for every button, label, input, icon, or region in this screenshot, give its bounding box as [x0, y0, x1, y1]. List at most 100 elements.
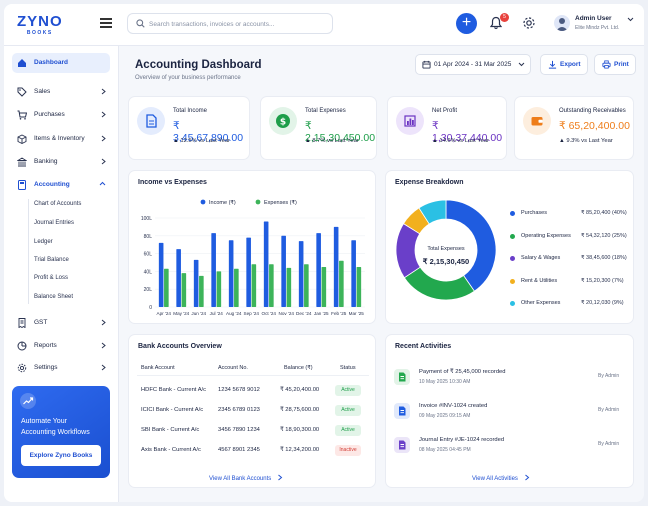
status-badge: Active: [335, 405, 361, 416]
sidebar-item-purchases[interactable]: Purchases: [12, 105, 110, 125]
status-badge: Inactive: [335, 445, 361, 456]
view-all-bank-accounts-link[interactable]: View All Bank Accounts: [209, 474, 283, 482]
submenu-ledger[interactable]: Ledger: [34, 239, 53, 245]
sidebar-item-accounting[interactable]: Accounting: [12, 175, 110, 195]
column-header: Status: [340, 365, 356, 371]
activity-item[interactable]: Invoice #INV-1024 created 09 May 2025 09:…: [386, 401, 635, 431]
expense-bar[interactable]: [181, 273, 187, 307]
search-input[interactable]: [149, 17, 329, 31]
table-row[interactable]: HDFC Bank - Current A/c 1234 5678 9012 ₹ 4…: [129, 384, 377, 402]
submenu-profit-loss[interactable]: Profit & Loss: [34, 275, 69, 281]
export-button[interactable]: Export: [540, 54, 588, 75]
expense-bar[interactable]: [339, 260, 344, 307]
expense-bar[interactable]: [164, 268, 169, 307]
expense-bar[interactable]: [321, 266, 327, 307]
activity-title: Invoice #INV-1024 created: [419, 403, 488, 409]
sidebar-item-reports[interactable]: Reports: [12, 336, 110, 356]
sidebar-item-label: Reports: [34, 342, 57, 349]
income-bar[interactable]: [193, 259, 199, 307]
invoice-icon: [394, 403, 410, 419]
explore-button[interactable]: Explore Zyno Books: [21, 445, 101, 466]
activity-item[interactable]: Payment of ₹ 25,45,000 recorded 10 May 20…: [386, 367, 635, 397]
submenu-trial-balance[interactable]: Trial Balance: [34, 257, 69, 263]
top-bar: ZYNO BOOKS + 5 Admin User Elite Mindz Pv…: [4, 4, 644, 46]
y-tick-label: 0: [149, 305, 152, 311]
add-button[interactable]: +: [456, 13, 477, 34]
legend-swatch: [200, 199, 206, 205]
page-title: Accounting Dashboard: [135, 59, 262, 71]
link-label: View All Activities: [472, 476, 518, 482]
sidebar-item-dashboard[interactable]: Dashboard: [12, 53, 110, 73]
income-bar[interactable]: [263, 221, 269, 307]
promo-title-line1: Automate Your: [21, 418, 67, 425]
expense-bar[interactable]: [286, 267, 292, 307]
table-row[interactable]: Axis Bank - Current A/c 4567 8901 2345 ₹ 1…: [129, 444, 377, 462]
chevron-right-icon: [101, 342, 106, 349]
submenu-balance-sheet[interactable]: Balance Sheet: [34, 294, 74, 300]
expense-bar[interactable]: [304, 264, 309, 307]
legend-name: Other Expenses: [521, 300, 561, 306]
submenu-journal-entries[interactable]: Journal Entries: [34, 220, 75, 226]
print-button[interactable]: Print: [594, 54, 636, 75]
printer-icon: [602, 60, 611, 69]
donut-slice[interactable]: [403, 266, 475, 301]
income-bar[interactable]: [246, 237, 251, 307]
user-menu[interactable]: Admin User Elite Mindz Pvt. Ltd.: [554, 13, 640, 37]
sidebar-item-sales[interactable]: Sales: [12, 82, 110, 102]
column-header: Balance (₹): [284, 365, 313, 371]
income-bar[interactable]: [333, 226, 339, 307]
activity-item[interactable]: Journal Entry #JE-1024 recorded 08 May 20…: [386, 435, 635, 465]
search-box[interactable]: [127, 13, 333, 34]
y-tick-label: 80L: [144, 234, 153, 240]
submenu-chart-of-accounts[interactable]: Chart of Accounts: [34, 201, 82, 207]
date-range-text: 01 Apr 2024 - 31 Mar 2025: [434, 61, 512, 68]
promo-title-line2: Accounting Workflows: [21, 429, 90, 436]
card-title: Bank Accounts Overview: [138, 343, 222, 350]
sidebar-item-label: Items & Inventory: [34, 135, 85, 142]
donut-slice[interactable]: [445, 199, 497, 292]
activity-time: 08 May 2025 04:45 PM: [419, 447, 471, 453]
calculator-icon: [18, 180, 26, 190]
donut-slice[interactable]: [418, 199, 447, 225]
date-range-picker[interactable]: 01 Apr 2024 - 31 Mar 2025: [415, 54, 531, 75]
expense-bar[interactable]: [199, 275, 204, 307]
legend-value: ₹ 85,20,400 (40%): [581, 210, 627, 216]
activity-title: Payment of ₹ 25,45,000 recorded: [419, 369, 506, 375]
income-bar[interactable]: [298, 241, 304, 307]
kpi-value: ₹ 1,30,37,440.00: [432, 120, 503, 144]
sidebar-item-label: Settings: [34, 364, 58, 371]
donut-center-value: ₹ 2,15,30,450: [422, 257, 470, 266]
expense-bar[interactable]: [216, 271, 222, 307]
sidebar-item-banking[interactable]: Banking: [12, 152, 110, 172]
table-row[interactable]: SBI Bank - Current A/c 3456 7890 1234 ₹ 18…: [129, 424, 377, 442]
account-number: 1234 5678 9012: [218, 387, 260, 393]
calendar-icon: [422, 60, 431, 69]
kpi-value: ₹ 2,15,30,450.00: [305, 120, 376, 144]
chart-title: Income vs Expenses: [138, 179, 207, 186]
kpi-change: ▲ 8.7% vs Last Year: [305, 138, 359, 144]
income-bar[interactable]: [228, 240, 234, 307]
expense-bar[interactable]: [356, 266, 362, 307]
expense-bar[interactable]: [269, 264, 274, 307]
logo[interactable]: ZYNO BOOKS: [17, 14, 63, 36]
income-bar[interactable]: [281, 235, 286, 307]
hamburger-menu-icon[interactable]: [100, 18, 112, 28]
income-bar[interactable]: [316, 233, 321, 307]
expense-bar[interactable]: [251, 264, 257, 307]
expense-bar[interactable]: [234, 268, 239, 307]
gear-icon[interactable]: [522, 16, 536, 30]
sidebar-item-settings[interactable]: Settings: [12, 358, 110, 378]
x-tick-label: May '24: [173, 311, 189, 316]
trend-icon: [20, 393, 36, 409]
income-bar[interactable]: [211, 233, 216, 307]
income-bar[interactable]: [176, 249, 181, 307]
sidebar-item-items-inventory[interactable]: Items & Inventory: [12, 129, 110, 149]
view-all-activities-link[interactable]: View All Activities: [472, 474, 530, 482]
bell-icon[interactable]: [490, 16, 502, 30]
sidebar-item-gst[interactable]: GST: [12, 313, 110, 333]
activity-author: By Admin: [598, 373, 620, 379]
income-bar[interactable]: [158, 242, 164, 307]
legend-value: ₹ 15,20,300 (7%): [581, 277, 624, 284]
table-row[interactable]: ICICI Bank - Current A/c 2345 6789 0123 ₹ …: [129, 404, 377, 422]
income-bar[interactable]: [351, 240, 356, 307]
